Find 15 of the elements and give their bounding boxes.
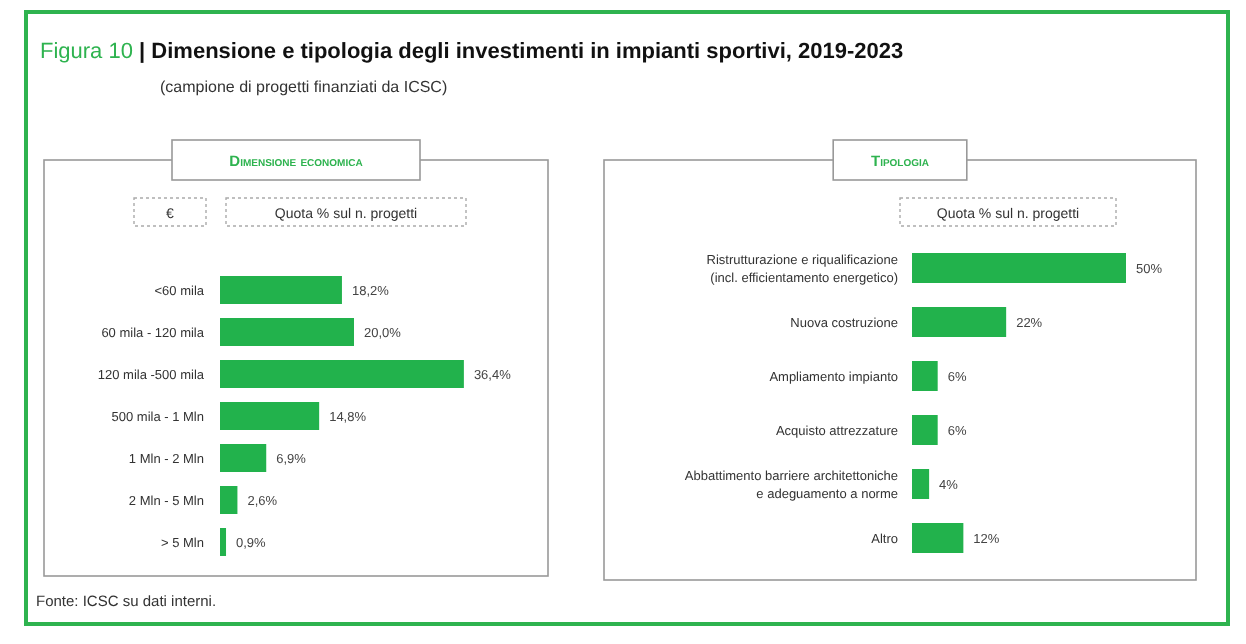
bar bbox=[912, 361, 938, 391]
bar bbox=[220, 486, 238, 514]
bar bbox=[912, 523, 964, 553]
bar bbox=[912, 253, 1126, 283]
bar bbox=[912, 307, 1007, 337]
bar bbox=[220, 528, 227, 556]
bar bbox=[912, 469, 930, 499]
bar bbox=[220, 402, 320, 430]
bar bbox=[220, 360, 464, 388]
bar bbox=[220, 318, 354, 346]
text: (campione di progetti finanziati da ICSC) bbox=[160, 78, 448, 96]
bar bbox=[220, 444, 267, 472]
text: Figura 10 | Dimensione e tipologia degli investimenti in impianti sportivi, 2019-2023 bbox=[40, 40, 904, 64]
bar bbox=[912, 415, 938, 445]
bar bbox=[220, 276, 342, 304]
